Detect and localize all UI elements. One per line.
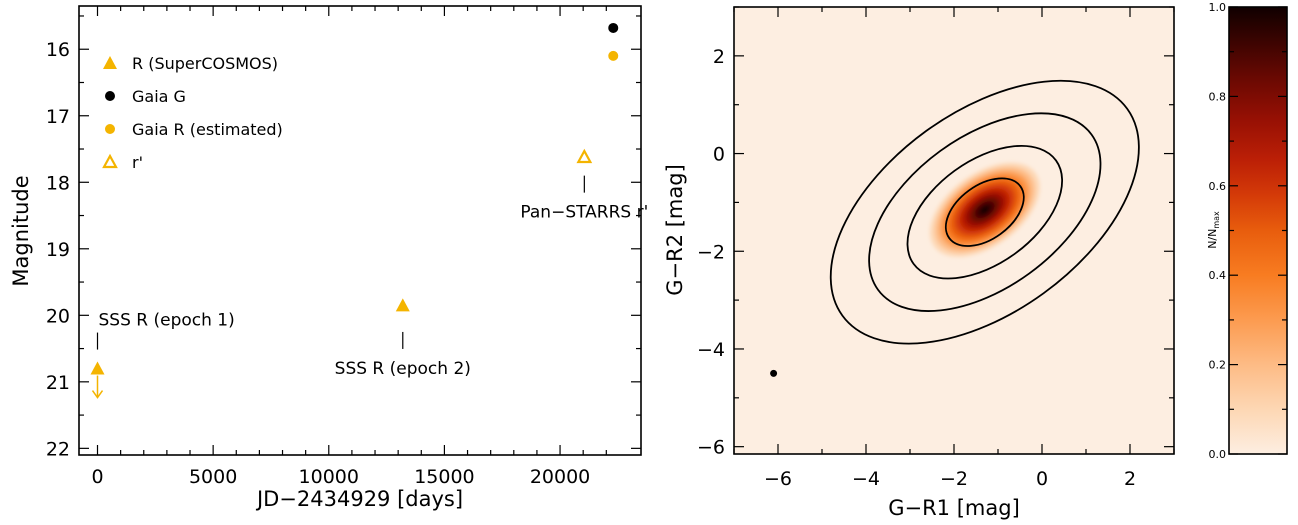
x-tick-label: 5000 [189, 466, 237, 488]
right-x-axis-label: G−R1 [mag] [888, 496, 1020, 520]
right-axis-ticks: −6 −4 −2 0 2 −6 −4 −2 0 2 [697, 6, 1175, 490]
legend-label: R (SuperCOSMOS) [132, 54, 278, 73]
data-point [608, 50, 619, 61]
x-tick-label: 0 [1036, 468, 1048, 490]
colorbar-label: N/Nmax [1206, 211, 1221, 249]
x-tick-label: −6 [764, 468, 792, 490]
density-layers [929, 162, 1040, 257]
colorbar-tick-label: 0.6 [1209, 180, 1227, 193]
x-tick-label: 0 [91, 466, 103, 488]
contour-ellipse [829, 79, 1140, 345]
colorbar-tick-label: 1.0 [1209, 1, 1227, 14]
y-tick-label: 22 [46, 438, 70, 460]
annotation-label: SSS R (epoch 1) [99, 311, 235, 331]
y-tick-label: 19 [46, 239, 70, 261]
legend-marker [103, 56, 117, 69]
y-tick-label: −2 [697, 241, 725, 263]
y-tick-label: 2 [713, 46, 725, 68]
y-tick-label: 0 [713, 144, 725, 166]
annotations: SSS R (epoch 1) SSS R (epoch 2) Pan−STARRS… [96, 175, 648, 379]
light-curve-marks [90, 22, 619, 399]
colorbar-tick-label: 0.2 [1209, 359, 1227, 372]
x-tick-label: 20000 [530, 466, 590, 488]
y-tick-label: 20 [46, 305, 70, 327]
legend-label: r' [132, 153, 143, 172]
light-curve-panel: 0 5000 10000 15000 20000 16 17 18 19 20 21 22 JD−24… [9, 5, 648, 511]
y-tick-label: −6 [697, 437, 725, 459]
annotation-label: SSS R (epoch 2) [335, 359, 471, 379]
colorbar-label-main: N/N [1206, 229, 1219, 249]
left-plot-frame [78, 5, 642, 456]
y-tick-label: 21 [46, 372, 70, 394]
data-point [576, 148, 593, 164]
y-tick-label: −4 [697, 339, 725, 361]
contour-lines [829, 79, 1140, 345]
left-axis-ticks: 0 5000 10000 15000 20000 16 17 18 19 20 21 22 [46, 6, 641, 488]
legend-marker [102, 153, 118, 169]
x-tick-label: 2 [1124, 468, 1136, 490]
outlier-point [770, 369, 778, 377]
colorbar-label-sub: max [1212, 211, 1221, 229]
colorbar: 0.0 0.2 0.4 0.6 0.8 1.0 N/Nmax [1206, 1, 1288, 461]
x-tick-label: 15000 [414, 466, 474, 488]
left-x-axis-label: JD−2434929 [days] [255, 487, 463, 511]
data-point [608, 22, 619, 33]
legend-marker [105, 91, 115, 101]
y-tick-label: 16 [46, 39, 70, 61]
legend-label: Gaia R (estimated) [132, 120, 283, 139]
upper-limit-arrowhead [91, 390, 104, 399]
contour-ellipse [868, 112, 1102, 312]
color-color-panel: −6 −4 −2 0 2 −6 −4 −2 0 2 G−R1 [mag] G−R2 [mag] [663, 6, 1175, 520]
legend: R (SuperCOSMOS) Gaia G Gaia R (estimated) r… [102, 54, 283, 172]
density-heatmap [929, 162, 1040, 257]
colorbar-ticks: 0.0 0.2 0.4 0.6 0.8 1.0 [1209, 1, 1287, 461]
left-y-axis-label: Magnitude [9, 175, 33, 286]
colorbar-tick-label: 0.4 [1209, 269, 1227, 282]
colorbar-tick-label: 0.0 [1209, 448, 1227, 461]
x-tick-label: −4 [852, 468, 880, 490]
contour-ellipse [944, 177, 1025, 247]
annotation-label: Pan−STARRS r' [520, 203, 648, 223]
contour-ellipse [906, 144, 1064, 280]
legend-marker [105, 124, 115, 134]
data-point [90, 361, 105, 375]
legend-label: Gaia G [132, 87, 186, 106]
y-tick-label: 17 [46, 106, 70, 128]
x-tick-label: −2 [940, 468, 968, 490]
x-tick-label: 10000 [299, 466, 359, 488]
colorbar-gradient [1229, 7, 1287, 454]
density-level [980, 205, 990, 214]
data-point [395, 298, 410, 312]
right-y-axis-label: G−R2 [mag] [663, 164, 687, 296]
colorbar-tick-label: 0.8 [1209, 90, 1227, 103]
y-tick-label: 18 [46, 172, 70, 194]
